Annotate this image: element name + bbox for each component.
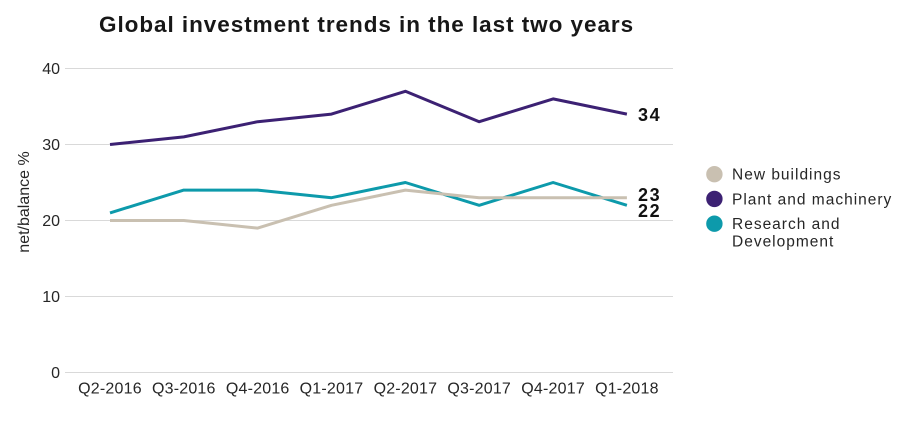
svg-text:Q1-2017: Q1-2017 <box>300 381 364 398</box>
svg-text:0: 0 <box>51 365 60 382</box>
svg-text:20: 20 <box>42 213 60 230</box>
svg-text:Research and: Research and <box>732 216 841 233</box>
svg-text:40: 40 <box>42 61 60 78</box>
svg-text:Q2-2017: Q2-2017 <box>374 381 438 398</box>
svg-text:Q3-2017: Q3-2017 <box>447 381 511 398</box>
svg-text:New buildings: New buildings <box>732 167 842 184</box>
svg-text:Q4-2017: Q4-2017 <box>521 381 585 398</box>
svg-text:Q1-2018: Q1-2018 <box>595 381 659 398</box>
svg-text:30: 30 <box>42 137 60 154</box>
svg-text:net/balance %: net/balance % <box>16 151 33 252</box>
svg-text:10: 10 <box>42 289 60 306</box>
svg-text:Plant and machinery: Plant and machinery <box>732 191 892 208</box>
svg-text:Q3-2016: Q3-2016 <box>152 381 216 398</box>
svg-text:Q4-2016: Q4-2016 <box>226 381 290 398</box>
svg-text:22: 22 <box>638 201 661 221</box>
svg-text:23: 23 <box>638 185 661 205</box>
svg-text:Q2-2016: Q2-2016 <box>78 381 142 398</box>
svg-text:34: 34 <box>638 105 661 125</box>
svg-text:Global investment trends in th: Global investment trends in the last two… <box>99 12 634 37</box>
svg-text:Development: Development <box>732 234 834 251</box>
